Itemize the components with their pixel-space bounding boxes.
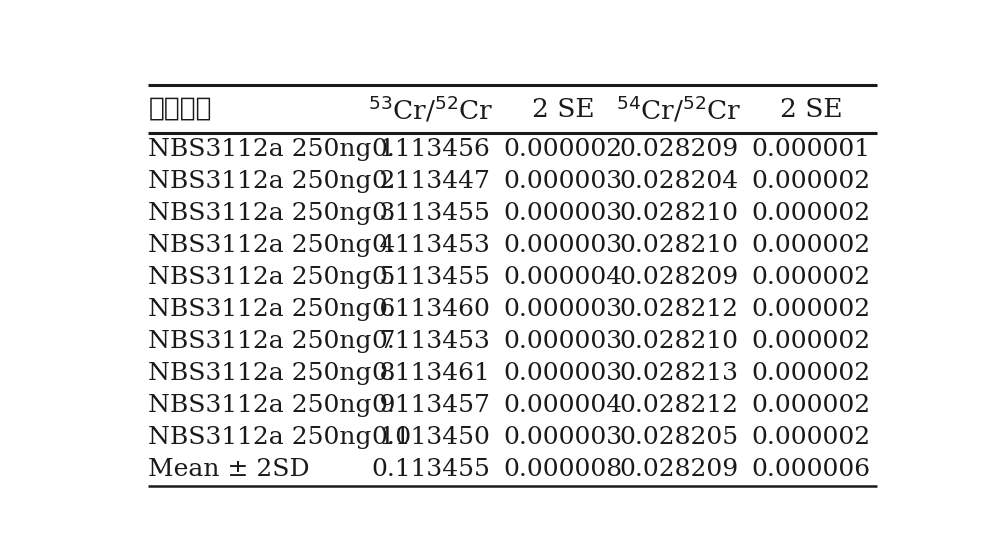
Text: 0.000002: 0.000002 (751, 426, 870, 449)
Text: 0.113455: 0.113455 (372, 459, 491, 482)
Text: 0.113455: 0.113455 (372, 266, 491, 289)
Text: 0.000008: 0.000008 (503, 459, 622, 482)
Text: 0.028204: 0.028204 (620, 170, 739, 193)
Text: NBS3112a 250ng 9: NBS3112a 250ng 9 (148, 395, 396, 418)
Text: 0.028210: 0.028210 (620, 234, 739, 257)
Text: 2 SE: 2 SE (780, 96, 842, 122)
Text: 0.113457: 0.113457 (372, 395, 491, 418)
Text: 0.113450: 0.113450 (372, 426, 491, 449)
Text: 0.028212: 0.028212 (620, 395, 739, 418)
Text: 0.113456: 0.113456 (372, 138, 491, 161)
Text: NBS3112a 250ng 4: NBS3112a 250ng 4 (148, 234, 396, 257)
Text: 0.000002: 0.000002 (751, 395, 870, 418)
Text: $^{54}$Cr/$^{52}$Cr: $^{54}$Cr/$^{52}$Cr (616, 94, 742, 124)
Text: 0.113455: 0.113455 (372, 202, 491, 225)
Text: 0.113461: 0.113461 (372, 362, 490, 385)
Text: 0.028205: 0.028205 (620, 426, 739, 449)
Text: 0.000002: 0.000002 (751, 266, 870, 289)
Text: $^{53}$Cr/$^{52}$Cr: $^{53}$Cr/$^{52}$Cr (368, 94, 494, 124)
Text: 0.000003: 0.000003 (503, 362, 622, 385)
Text: 0.000003: 0.000003 (503, 426, 622, 449)
Text: NBS3112a 250ng 1: NBS3112a 250ng 1 (148, 138, 396, 161)
Text: 0.028210: 0.028210 (620, 330, 739, 353)
Text: 0.028212: 0.028212 (620, 298, 739, 321)
Text: 0.113460: 0.113460 (372, 298, 491, 321)
Text: 0.000003: 0.000003 (503, 202, 622, 225)
Text: 0.000001: 0.000001 (751, 138, 870, 161)
Text: 0.113453: 0.113453 (372, 234, 491, 257)
Text: NBS3112a 250ng 2: NBS3112a 250ng 2 (148, 170, 396, 193)
Text: 0.000004: 0.000004 (503, 266, 622, 289)
Text: 0.000003: 0.000003 (503, 298, 622, 321)
Text: 0.113453: 0.113453 (372, 330, 491, 353)
Text: 0.028210: 0.028210 (620, 202, 739, 225)
Text: 0.028209: 0.028209 (620, 138, 739, 161)
Text: NBS3112a 250ng 3: NBS3112a 250ng 3 (148, 202, 396, 225)
Text: 0.000002: 0.000002 (751, 362, 870, 385)
Text: Mean ± 2SD: Mean ± 2SD (148, 459, 310, 482)
Text: 样品编号: 样品编号 (148, 96, 212, 122)
Text: 0.028209: 0.028209 (620, 266, 739, 289)
Text: 0.000003: 0.000003 (503, 234, 622, 257)
Text: NBS3112a 250ng 10: NBS3112a 250ng 10 (148, 426, 411, 449)
Text: 0.000002: 0.000002 (751, 170, 870, 193)
Text: 0.000002: 0.000002 (751, 330, 870, 353)
Text: NBS3112a 250ng 6: NBS3112a 250ng 6 (148, 298, 396, 321)
Text: 0.000003: 0.000003 (503, 330, 622, 353)
Text: 2 SE: 2 SE (532, 96, 594, 122)
Text: 0.113447: 0.113447 (372, 170, 491, 193)
Text: NBS3112a 250ng 8: NBS3112a 250ng 8 (148, 362, 396, 385)
Text: 0.000004: 0.000004 (503, 395, 622, 418)
Text: 0.028209: 0.028209 (620, 459, 739, 482)
Text: 0.000003: 0.000003 (503, 170, 622, 193)
Text: 0.000002: 0.000002 (503, 138, 622, 161)
Text: 0.000002: 0.000002 (751, 234, 870, 257)
Text: 0.000002: 0.000002 (751, 202, 870, 225)
Text: 0.000002: 0.000002 (751, 298, 870, 321)
Text: 0.000006: 0.000006 (751, 459, 870, 482)
Text: NBS3112a 250ng 5: NBS3112a 250ng 5 (148, 266, 396, 289)
Text: 0.028213: 0.028213 (620, 362, 739, 385)
Text: NBS3112a 250ng 7: NBS3112a 250ng 7 (148, 330, 396, 353)
